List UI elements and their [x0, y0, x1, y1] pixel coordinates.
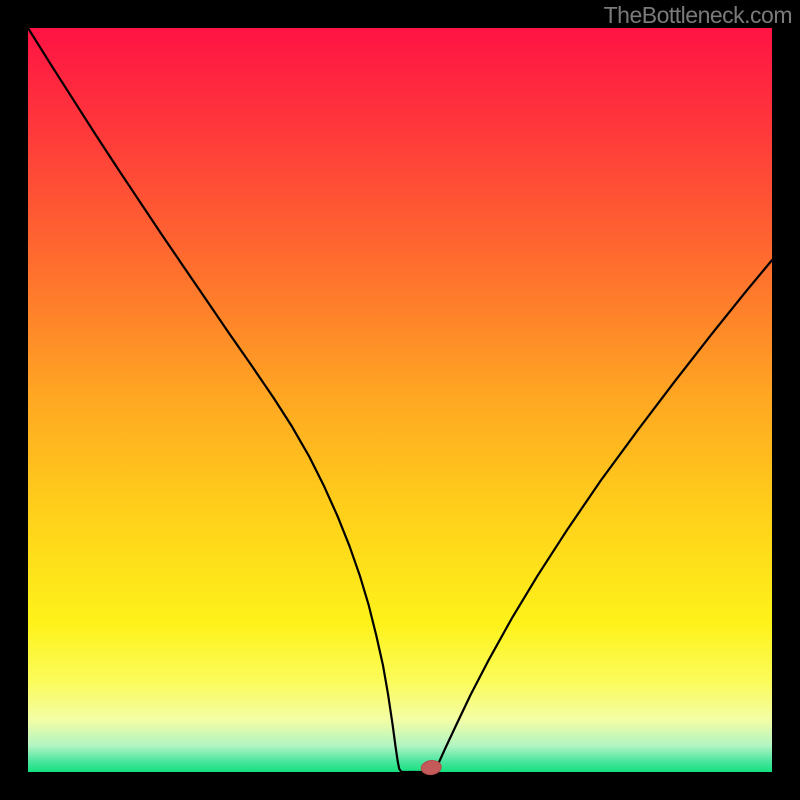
- bottleneck-chart: [0, 0, 800, 800]
